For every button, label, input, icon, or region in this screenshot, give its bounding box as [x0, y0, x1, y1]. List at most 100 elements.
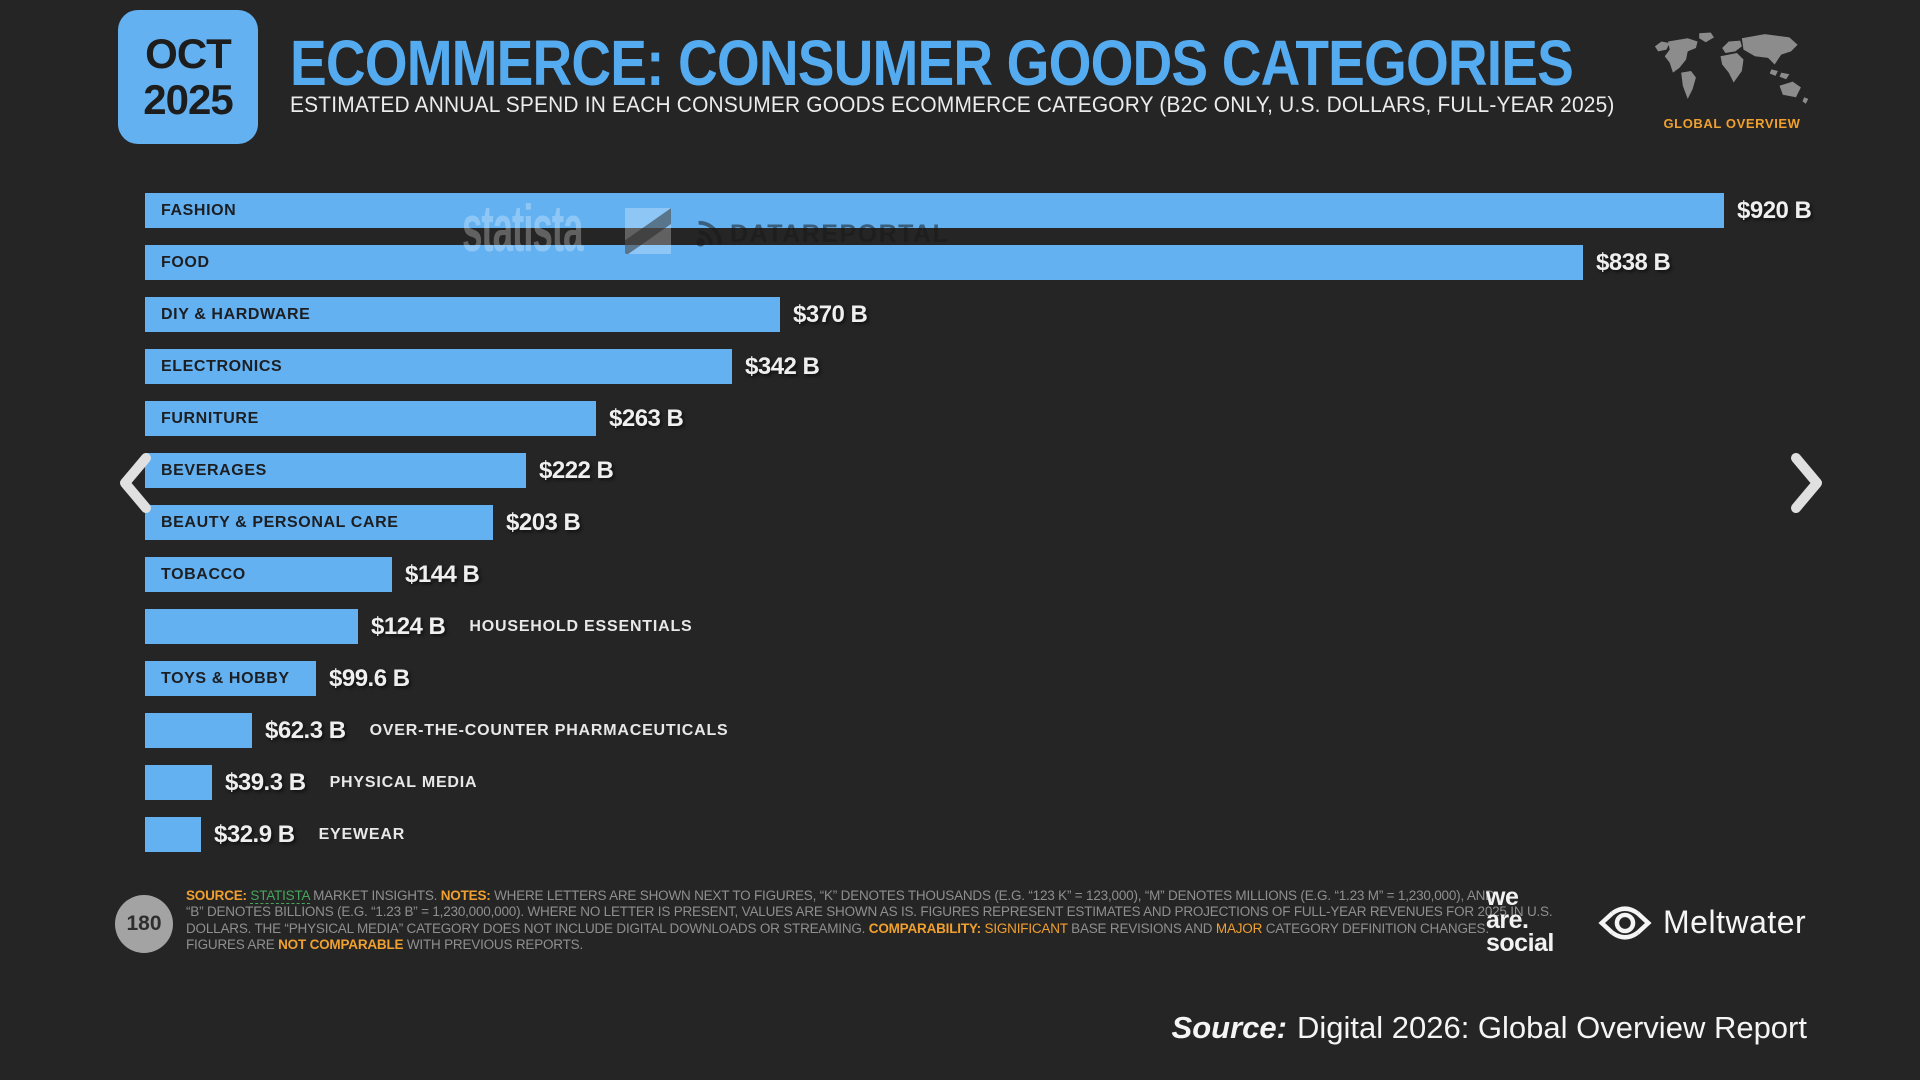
- bar-value-label: $99.6 B: [329, 664, 410, 692]
- bar-row: FASHION $920 B: [145, 193, 1812, 228]
- datareportal-watermark-text: DATAREPORTAL: [730, 219, 950, 248]
- bar: [145, 713, 252, 748]
- source-line: Source: Digital 2026: Global Overview Rep…: [1172, 1010, 1807, 1046]
- footer-note-line: DOLLARS. THE “PHYSICAL MEDIA” CATEGORY D…: [186, 920, 1489, 937]
- bar: [145, 609, 358, 644]
- bar-value-label: $62.3 B: [265, 716, 346, 744]
- footer-note-line: “B” DENOTES BILLIONS (E.G. “1.23 B” = 1,…: [186, 904, 1553, 920]
- bar-value-label: $222 B: [539, 456, 614, 484]
- bar-row: BEVERAGES $222 B: [145, 453, 614, 488]
- statista-watermark: statista: [462, 191, 677, 265]
- statista-link[interactable]: STATISTA: [250, 888, 310, 904]
- bar-category-label: OVER-THE-COUNTER PHARMACEUTICALS: [369, 721, 729, 739]
- footer-note-line: SOURCE: STATISTA MARKET INSIGHTS. NOTES:…: [186, 888, 1495, 904]
- page-subtitle: ESTIMATED ANNUAL SPEND IN EACH CONSUMER …: [290, 92, 1615, 117]
- bar-category-label: EYEWEAR: [318, 825, 406, 843]
- bar: BEVERAGES: [145, 453, 526, 488]
- bar-row: $39.3 B PHYSICAL MEDIA: [145, 765, 477, 800]
- bar-row: TOYS & HOBBY $99.6 B: [145, 661, 410, 696]
- bar: FOOD: [145, 245, 1583, 280]
- bar-value-label: $342 B: [745, 352, 820, 380]
- we-are-social-logo: we are. social: [1486, 883, 1554, 957]
- note-segment: MARKET INSIGHTS.: [309, 888, 441, 903]
- date-badge-year: 2025: [143, 76, 233, 123]
- bar-value-label: $263 B: [609, 404, 684, 432]
- bar-row: FURNITURE $263 B: [145, 401, 684, 436]
- bar-row: $124 B HOUSEHOLD ESSENTIALS: [145, 609, 693, 644]
- bar-value-label: $124 B: [371, 612, 446, 640]
- bar-row: BEAUTY & PERSONAL CARE $203 B: [145, 505, 581, 540]
- bar-category-label: HOUSEHOLD ESSENTIALS: [469, 617, 693, 635]
- page-title: ECOMMERCE: CONSUMER GOODS CATEGORIES: [290, 27, 1574, 99]
- bar: TOYS & HOBBY: [145, 661, 316, 696]
- bar-row: ELECTRONICS $342 B: [145, 349, 820, 384]
- bar-category-label: FOOD: [161, 254, 210, 271]
- bar-category-label: BEAUTY & PERSONAL CARE: [161, 514, 399, 531]
- note-segment: BASE REVISIONS AND: [1067, 920, 1216, 936]
- note-segment: WITH PREVIOUS REPORTS.: [403, 937, 584, 953]
- meltwater-wordmark: Meltwater: [1663, 904, 1807, 940]
- footer-note-line: FIGURES ARE NOT COMPARABLE WITH PREVIOUS…: [186, 937, 1476, 953]
- statista-logo-icon: [625, 208, 671, 254]
- bar: FURNITURE: [145, 401, 596, 436]
- meltwater-eye-icon: [1598, 905, 1652, 940]
- bar-category-label: TOBACCO: [161, 566, 246, 583]
- bar-value-label: $838 B: [1596, 248, 1671, 276]
- bar-value-label: $370 B: [793, 300, 868, 328]
- note-segment: SIGNIFICANT: [984, 920, 1068, 936]
- bar: [145, 765, 212, 800]
- date-badge-month: OCT: [145, 30, 232, 77]
- note-segment: NOTES:: [440, 888, 495, 903]
- bar-value-label: $32.9 B: [214, 820, 295, 848]
- next-slide-arrow[interactable]: [1786, 453, 1826, 513]
- bar: [145, 817, 201, 852]
- we-are-social-wordmark-line: are.: [1486, 906, 1529, 934]
- note-segment: COMPARABILITY:: [868, 920, 985, 936]
- source-label: Source:: [1171, 1010, 1287, 1045]
- bar-category-label: TOYS & HOBBY: [161, 670, 290, 687]
- date-badge: OCT 2025: [118, 10, 258, 144]
- bar-row: $32.9 B EYEWEAR: [145, 817, 405, 852]
- footer-notes: SOURCE: STATISTA MARKET INSIGHTS. NOTES:…: [186, 888, 1553, 954]
- bar-category-label: ELECTRONICS: [161, 358, 283, 375]
- bar-row: TOBACCO $144 B: [145, 557, 480, 592]
- bar-category-label: PHYSICAL MEDIA: [329, 773, 478, 791]
- world-map-icon: [1650, 30, 1814, 112]
- note-segment: “B” DENOTES BILLIONS (E.G. “1.23 B” = 1,…: [186, 904, 1553, 920]
- page-number: 180: [126, 912, 162, 935]
- meltwater-logo: Meltwater: [1596, 904, 1806, 941]
- statista-watermark-text: statista: [462, 191, 584, 265]
- bar: ELECTRONICS: [145, 349, 732, 384]
- bar-category-label: FASHION: [161, 202, 237, 219]
- note-segment: WHERE LETTERS ARE SHOWN NEXT TO FIGURES,…: [494, 888, 1495, 903]
- note-segment: CATEGORY DEFINITION CHANGES.: [1262, 920, 1489, 936]
- bar-category-label: FURNITURE: [161, 410, 259, 427]
- note-segment: NOT COMPARABLE: [278, 937, 404, 953]
- bar-row: $62.3 B OVER-THE-COUNTER PHARMACEUTICALS: [145, 713, 729, 748]
- bar-row: DIY & HARDWARE $370 B: [145, 297, 868, 332]
- prev-slide-arrow[interactable]: [116, 453, 156, 513]
- note-segment: FIGURES ARE: [186, 937, 279, 953]
- we-are-social-wordmark-line: we: [1486, 883, 1519, 911]
- note-segment: MAJOR: [1215, 920, 1263, 936]
- bar-value-label: $920 B: [1737, 196, 1812, 224]
- page-number-badge: 180: [115, 895, 173, 953]
- source-text: Digital 2026: Global Overview Report: [1296, 1010, 1807, 1045]
- bar: DIY & HARDWARE: [145, 297, 780, 332]
- bar: TOBACCO: [145, 557, 392, 592]
- section-tag: GLOBAL OVERVIEW: [1663, 116, 1801, 131]
- bar-value-label: $39.3 B: [225, 768, 306, 796]
- bar-value-label: $203 B: [506, 508, 581, 536]
- bar-category-label: BEVERAGES: [161, 462, 267, 479]
- note-segment: SOURCE:: [186, 888, 251, 903]
- datareportal-signal-icon: [696, 220, 723, 247]
- bar: BEAUTY & PERSONAL CARE: [145, 505, 493, 540]
- bar-value-label: $144 B: [405, 560, 480, 588]
- bar-category-label: DIY & HARDWARE: [161, 306, 311, 323]
- datareportal-watermark: DATAREPORTAL: [693, 219, 949, 249]
- we-are-social-wordmark-line: social: [1486, 929, 1554, 957]
- bar-chart: FASHION $920 B FOOD $838 B DIY & HARDWARE $37…: [145, 193, 1905, 858]
- bar: FASHION: [145, 193, 1724, 228]
- note-segment: DOLLARS. THE “PHYSICAL MEDIA” CATEGORY D…: [186, 920, 869, 936]
